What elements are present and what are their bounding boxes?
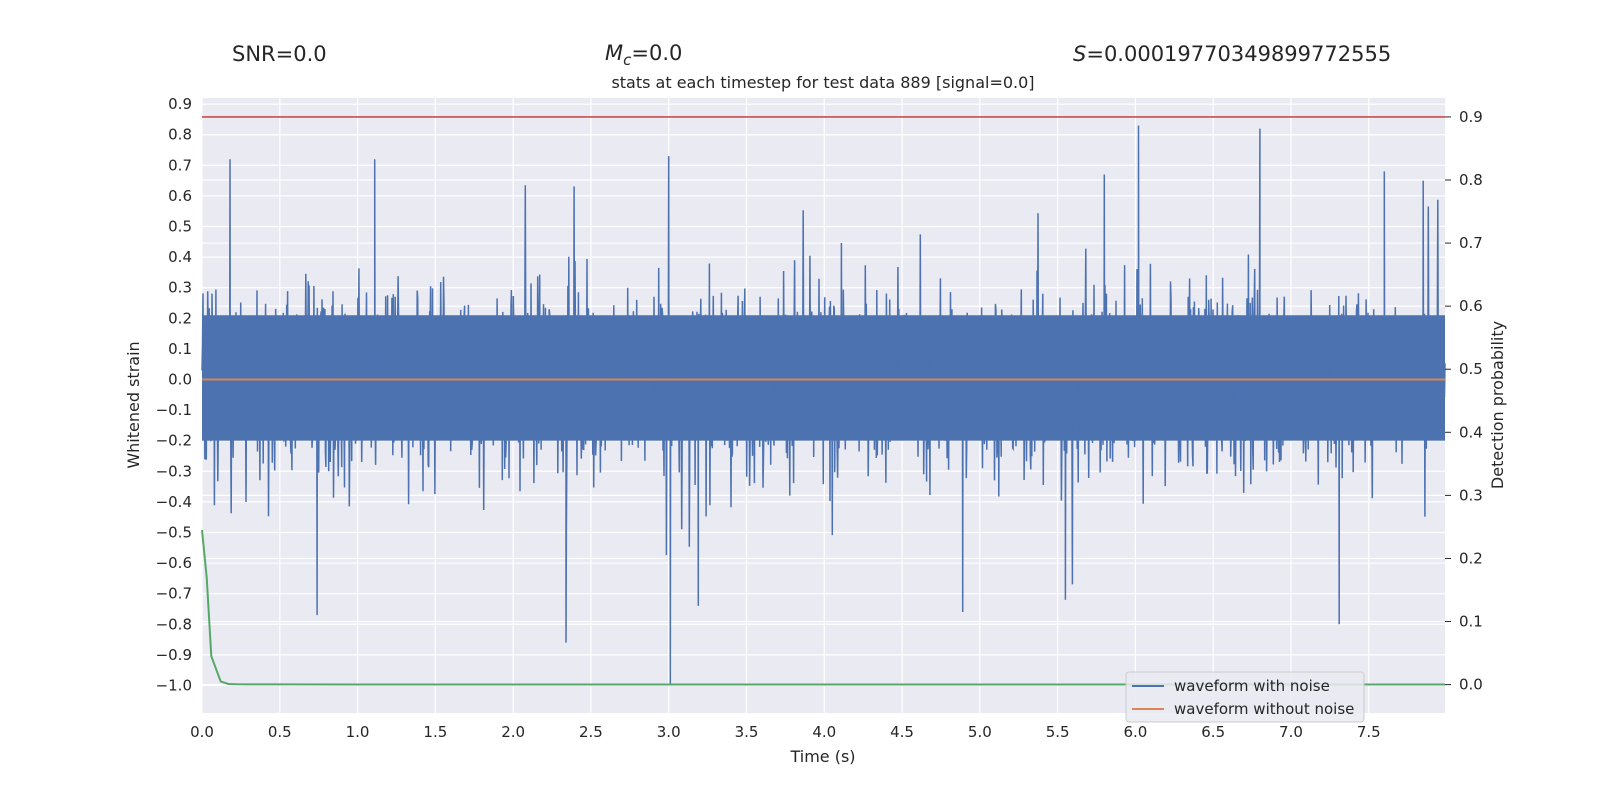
left-tick-label: −0.5 xyxy=(156,523,192,541)
x-tick-label: 0.5 xyxy=(268,723,292,741)
right-tick-label: 0.8 xyxy=(1459,171,1483,189)
x-tick-label: 3.5 xyxy=(735,723,759,741)
legend-label-clean: waveform without noise xyxy=(1174,700,1354,718)
x-tick-label: 6.0 xyxy=(1123,723,1147,741)
left-tick-label: 0.0 xyxy=(168,370,192,388)
right-tick-label: 0.5 xyxy=(1459,360,1483,378)
right-tick-label: 0.0 xyxy=(1459,676,1483,694)
x-tick-label: 2.5 xyxy=(579,723,603,741)
right-tick-label: 0.1 xyxy=(1459,613,1483,631)
left-axis-label: Whitened strain xyxy=(124,341,143,468)
series-layer xyxy=(201,116,1446,686)
left-tick-label: 0.3 xyxy=(168,279,192,297)
left-tick-label: −0.2 xyxy=(156,432,192,450)
right-tick-label: 0.2 xyxy=(1459,549,1483,567)
right-tick-label: 0.4 xyxy=(1459,423,1483,441)
left-tick-label: 0.9 xyxy=(168,95,192,113)
right-tick-label: 0.9 xyxy=(1459,108,1483,126)
x-tick-label: 1.0 xyxy=(346,723,370,741)
left-tick-label: 0.1 xyxy=(168,340,192,358)
left-tick-label: −1.0 xyxy=(156,676,192,694)
legend-box xyxy=(1125,671,1365,723)
left-tick-label: 0.2 xyxy=(168,309,192,327)
x-axis-label: Time (s) xyxy=(789,747,855,766)
left-tick-label: −0.3 xyxy=(156,462,192,480)
right-axis-ticks: 0.9 0.8 0.7 0.6 0.5 0.4 0.3 0.2 0.1 0.0 xyxy=(1445,108,1483,694)
x-tick-label: 4.5 xyxy=(890,723,914,741)
x-tick-label: 7.5 xyxy=(1357,723,1381,741)
series-detection-probability xyxy=(201,530,1445,686)
left-tick-label: −0.6 xyxy=(156,554,192,572)
right-tick-label: 0.3 xyxy=(1459,486,1483,504)
right-tick-label: 0.6 xyxy=(1459,297,1483,315)
x-tick-label: 7.0 xyxy=(1279,723,1303,741)
chirp-mass-label: Mc=0.0 xyxy=(605,41,682,69)
snr-label: SNR=0.0 xyxy=(232,42,327,66)
series-waveform-with-noise xyxy=(201,125,1446,686)
left-tick-label: 0.7 xyxy=(168,156,192,174)
right-tick-label: 0.7 xyxy=(1459,234,1483,252)
legend-label-noise: waveform with noise xyxy=(1174,677,1330,695)
x-tick-label: 2.0 xyxy=(501,723,525,741)
x-axis-ticks: 0.0 0.5 1.0 1.5 2.0 2.5 3.0 3.5 4.0 4.5 5.0 5.5 6.0 6… xyxy=(190,723,1381,741)
left-tick-label: 0.4 xyxy=(168,248,192,266)
left-axis-ticks: 0.9 0.8 0.7 0.6 0.5 0.4 0.3 0.2 0.1 0.0 −0.1 −0.2 −0… xyxy=(156,95,192,694)
left-tick-label: 0.5 xyxy=(168,218,192,236)
x-tick-label: 1.5 xyxy=(423,723,447,741)
left-tick-label: −0.1 xyxy=(156,401,192,419)
chart-title: stats at each timestep for test data 889… xyxy=(611,73,1034,92)
left-tick-label: 0.6 xyxy=(168,187,192,205)
x-tick-label: 4.0 xyxy=(812,723,836,741)
left-tick-label: 0.8 xyxy=(168,126,192,144)
left-tick-label: −0.7 xyxy=(156,585,192,603)
left-tick-label: −0.8 xyxy=(156,615,192,633)
left-tick-label: −0.9 xyxy=(156,646,192,664)
right-axis-label: Detection probability xyxy=(1488,321,1507,489)
x-tick-label: 3.0 xyxy=(657,723,681,741)
left-tick-label: −0.4 xyxy=(156,493,192,511)
x-tick-label: 5.0 xyxy=(968,723,992,741)
x-tick-label: 5.5 xyxy=(1046,723,1070,741)
x-tick-label: 6.5 xyxy=(1201,723,1225,741)
s-statistic-label: S=0.00019770349899772555 xyxy=(1073,42,1391,66)
legend: waveform with noise waveform without noi… xyxy=(1125,671,1365,723)
x-tick-label: 0.0 xyxy=(190,723,214,741)
